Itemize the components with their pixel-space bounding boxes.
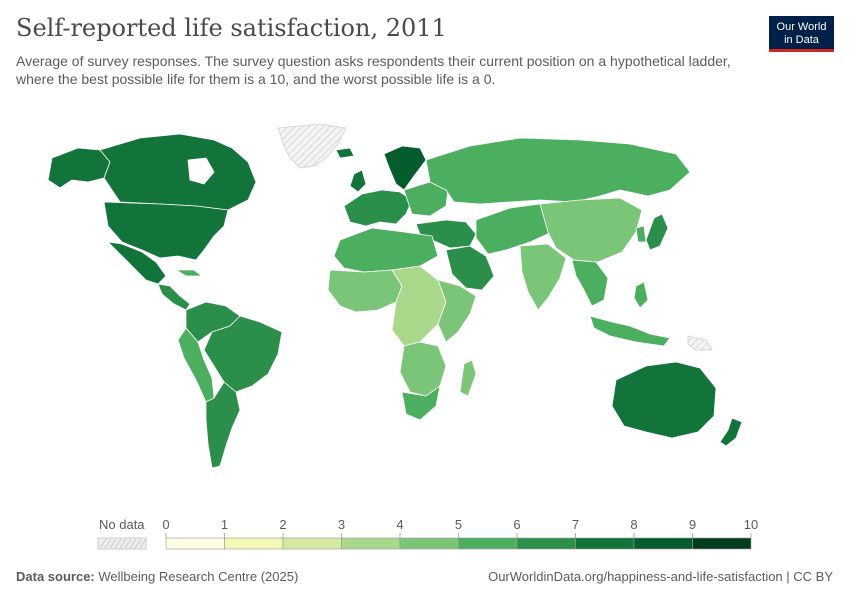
- legend-bin-7[interactable]: [575, 537, 635, 550]
- legend-bin-9[interactable]: [692, 537, 752, 550]
- region-central-africa[interactable]: [391, 265, 447, 347]
- region-madagascar[interactable]: [459, 359, 477, 397]
- region-china[interactable]: [539, 197, 643, 263]
- region-canada[interactable]: [99, 133, 257, 211]
- region-argentina-chile[interactable]: [205, 381, 241, 469]
- region-southeast-asia[interactable]: [571, 259, 609, 307]
- legend-no-data-hatch: [114, 538, 122, 549]
- chart-title: Self-reported life satisfaction, 2011: [16, 14, 447, 42]
- legend-tick-3: 3: [338, 517, 345, 532]
- legend-bin-4[interactable]: [399, 537, 459, 550]
- footer-link[interactable]: OurWorldinData.org/happiness-and-life-sa…: [488, 569, 833, 584]
- data-source-label: Data source:: [16, 569, 95, 584]
- legend-no-data-hatch: [139, 538, 147, 549]
- region-hudson-bay: [187, 157, 215, 185]
- region-brazil[interactable]: [203, 315, 283, 393]
- region-new-zealand[interactable]: [719, 417, 743, 447]
- legend-bin-6[interactable]: [516, 537, 576, 550]
- owid-logo[interactable]: Our World in Data: [769, 16, 834, 52]
- legend-bin-5[interactable]: [458, 537, 518, 550]
- legend-no-data-hatch: [129, 538, 137, 549]
- legend-bin-2[interactable]: [282, 537, 342, 550]
- legend-bin-0[interactable]: [165, 537, 225, 550]
- legend-no-data-hatch: [134, 538, 142, 549]
- region-caribbean[interactable]: [175, 269, 203, 277]
- chart-subtitle: Average of survey responses. The survey …: [16, 53, 731, 87]
- legend-bin-1[interactable]: [224, 537, 284, 550]
- legend-no-data-hatch: [104, 538, 112, 549]
- region-western-europe[interactable]: [343, 189, 413, 227]
- data-source: Data source: Wellbeing Research Centre (…: [16, 569, 298, 584]
- logo-line-1: Our World: [776, 21, 827, 33]
- region-united-kingdom[interactable]: [349, 169, 367, 193]
- legend-tick-10: 10: [744, 517, 758, 532]
- logo-line-2: in Data: [784, 34, 819, 46]
- legend-bin-3[interactable]: [341, 537, 401, 550]
- region-russia[interactable]: [425, 137, 691, 205]
- region-west-africa[interactable]: [327, 269, 403, 313]
- region-united-states[interactable]: [103, 201, 229, 261]
- legend-tick-9: 9: [689, 517, 696, 532]
- legend-tick-1: 1: [221, 517, 228, 532]
- legend-tick-2: 2: [279, 517, 286, 532]
- legend-no-data-hatch: [99, 538, 107, 549]
- region-papua[interactable]: [687, 335, 713, 351]
- legend-no-data-swatch: [97, 537, 147, 550]
- legend-no-data-hatch: [119, 538, 127, 549]
- region-north-africa[interactable]: [333, 227, 439, 273]
- region-central-asia[interactable]: [475, 203, 561, 255]
- legend-scale: 0 1 2 3 4 5 6 7 8 9 10: [97, 517, 758, 550]
- region-australia[interactable]: [611, 361, 717, 439]
- world-map: [47, 123, 743, 469]
- region-indonesia[interactable]: [589, 315, 671, 347]
- region-central-america[interactable]: [157, 283, 191, 311]
- legend-tick-5: 5: [455, 517, 462, 532]
- region-iceland[interactable]: [335, 147, 355, 159]
- legend-tick-6: 6: [513, 517, 520, 532]
- legend-no-data-hatch: [124, 538, 132, 549]
- region-scandinavia[interactable]: [383, 145, 427, 191]
- region-mexico[interactable]: [107, 241, 167, 285]
- region-philippines[interactable]: [633, 281, 649, 309]
- region-korea[interactable]: [635, 225, 647, 243]
- legend-tick-4: 4: [396, 517, 403, 532]
- legend-no-data-hatch: [109, 538, 117, 549]
- data-source-text[interactable]: Wellbeing Research Centre (2025): [98, 569, 299, 584]
- region-japan[interactable]: [645, 213, 669, 251]
- legend-tick-7: 7: [572, 517, 579, 532]
- region-india[interactable]: [519, 243, 567, 311]
- region-greenland[interactable]: [277, 123, 347, 169]
- legend: No data 0 1 2 3 4 5 6 7 8 9 10: [0, 512, 850, 552]
- region-alaska[interactable]: [47, 147, 111, 189]
- legend-no-data-label: No data: [99, 517, 145, 532]
- region-south-africa[interactable]: [401, 385, 441, 421]
- region-saudi-arabia[interactable]: [445, 245, 495, 291]
- legend-tick-8: 8: [630, 517, 637, 532]
- region-horn-of-africa[interactable]: [437, 279, 477, 343]
- legend-tick-0: 0: [162, 517, 169, 532]
- legend-bin-8[interactable]: [633, 537, 693, 550]
